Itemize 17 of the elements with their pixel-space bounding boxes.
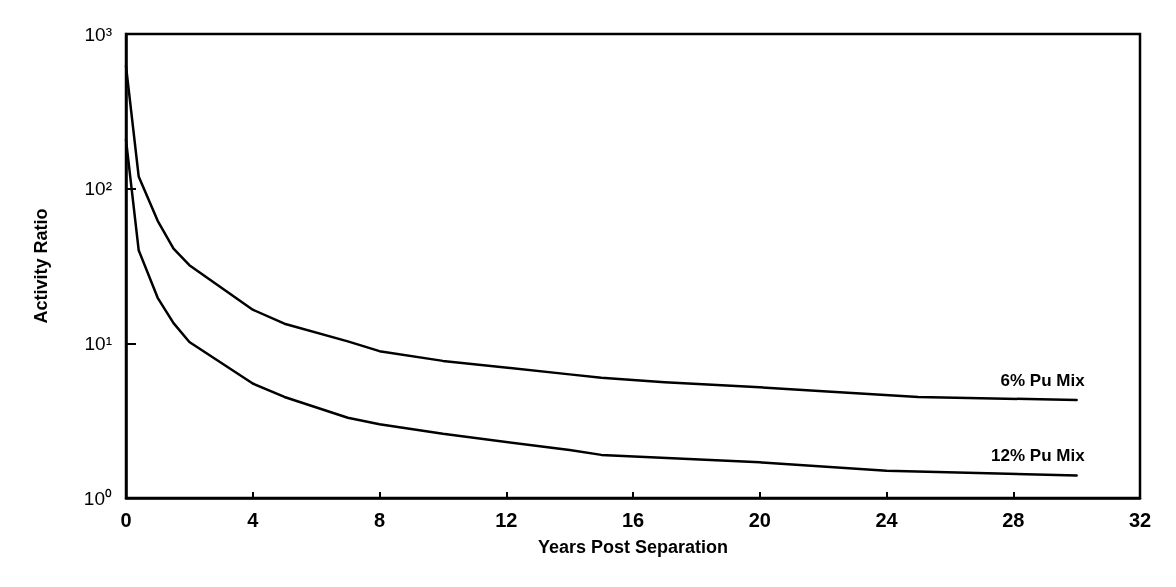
y-tick-label: 10⁰ <box>83 487 112 509</box>
x-tick-label: 0 <box>120 509 132 531</box>
x-axis-title: Years Post Separation <box>537 537 729 557</box>
y-tick-label: 10² <box>84 178 112 200</box>
x-tick-label: 12 <box>495 509 518 531</box>
y-tick-label: 10³ <box>84 23 112 45</box>
x-tick-label: 28 <box>1002 509 1025 531</box>
x-tick-label: 24 <box>875 509 899 531</box>
series-label: 6% Pu Mix <box>1000 370 1086 390</box>
x-tick-label: 8 <box>373 509 386 531</box>
x-tick-label: 32 <box>1128 509 1152 531</box>
x-tick-label: 16 <box>621 509 645 531</box>
series-label: 12% Pu Mix <box>991 445 1086 465</box>
y-tick-label: 10¹ <box>84 332 112 354</box>
x-tick-label: 20 <box>748 509 771 531</box>
x-tick-label: 4 <box>247 509 260 531</box>
y-axis-title: Activity Ratio <box>31 208 51 324</box>
